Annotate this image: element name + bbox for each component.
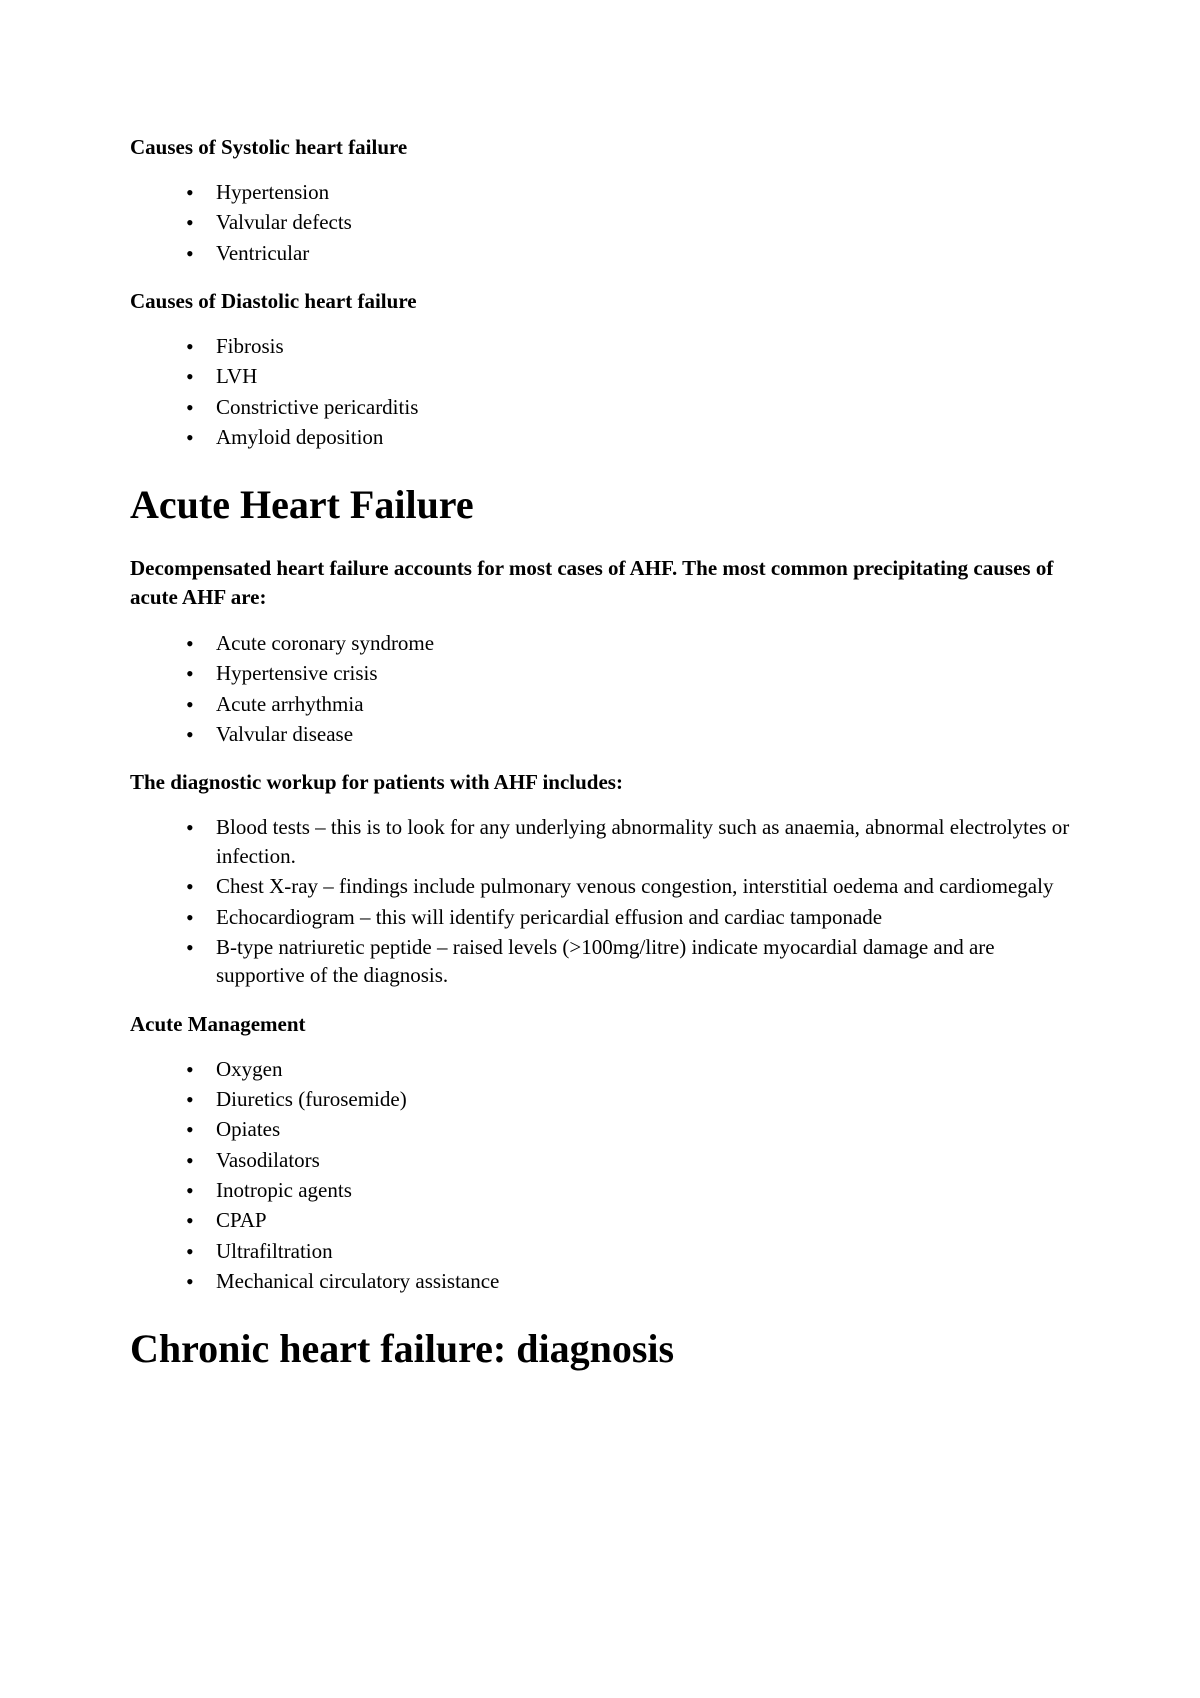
- list-item: Valvular disease: [186, 720, 1070, 748]
- list-item: Amyloid deposition: [186, 423, 1070, 451]
- ahf-causes-list: Acute coronary syndrome Hypertensive cri…: [130, 629, 1070, 748]
- list-item: Inotropic agents: [186, 1176, 1070, 1204]
- list-item: Fibrosis: [186, 332, 1070, 360]
- ahf-title: Acute Heart Failure: [130, 481, 1070, 528]
- list-item: Valvular defects: [186, 208, 1070, 236]
- list-item: CPAP: [186, 1206, 1070, 1234]
- chronic-title: Chronic heart failure: diagnosis: [130, 1325, 1070, 1372]
- ahf-management-list: Oxygen Diuretics (furosemide) Opiates Va…: [130, 1055, 1070, 1296]
- list-item: Echocardiogram – this will identify peri…: [186, 903, 1070, 931]
- list-item: B-type natriuretic peptide – raised leve…: [186, 933, 1070, 990]
- list-item: Hypertensive crisis: [186, 659, 1070, 687]
- list-item: Constrictive pericarditis: [186, 393, 1070, 421]
- list-item: Chest X-ray – findings include pulmonary…: [186, 872, 1070, 900]
- ahf-workup-heading: The diagnostic workup for patients with …: [130, 770, 1070, 795]
- list-item: Acute arrhythmia: [186, 690, 1070, 718]
- list-item: Hypertension: [186, 178, 1070, 206]
- diastolic-list: Fibrosis LVH Constrictive pericarditis A…: [130, 332, 1070, 451]
- list-item: Diuretics (furosemide): [186, 1085, 1070, 1113]
- ahf-workup-list: Blood tests – this is to look for any un…: [130, 813, 1070, 989]
- list-item: LVH: [186, 362, 1070, 390]
- list-item: Ventricular: [186, 239, 1070, 267]
- systolic-list: Hypertension Valvular defects Ventricula…: [130, 178, 1070, 267]
- ahf-intro: Decompensated heart failure accounts for…: [130, 554, 1070, 611]
- list-item: Blood tests – this is to look for any un…: [186, 813, 1070, 870]
- list-item: Mechanical circulatory assistance: [186, 1267, 1070, 1295]
- list-item: Oxygen: [186, 1055, 1070, 1083]
- diastolic-heading: Causes of Diastolic heart failure: [130, 289, 1070, 314]
- list-item: Ultrafiltration: [186, 1237, 1070, 1265]
- list-item: Acute coronary syndrome: [186, 629, 1070, 657]
- systolic-heading: Causes of Systolic heart failure: [130, 135, 1070, 160]
- list-item: Opiates: [186, 1115, 1070, 1143]
- ahf-management-heading: Acute Management: [130, 1012, 1070, 1037]
- list-item: Vasodilators: [186, 1146, 1070, 1174]
